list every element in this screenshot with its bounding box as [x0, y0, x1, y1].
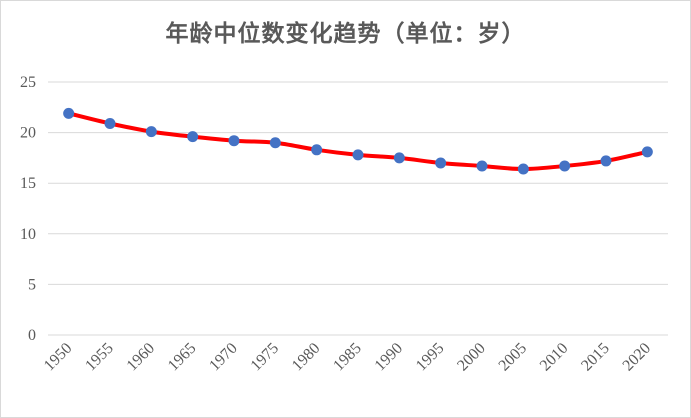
y-tick-label: 25 [20, 74, 36, 91]
data-point-1950 [63, 107, 75, 119]
x-tick-label: 2010 [537, 340, 572, 375]
data-point-1975 [269, 137, 281, 149]
x-tick-label: 1970 [206, 340, 241, 375]
gridlines [48, 81, 668, 336]
y-tick-label: 15 [20, 175, 36, 192]
y-tick-label: 0 [28, 327, 36, 344]
data-point-1960 [145, 126, 157, 138]
data-point-1965 [187, 131, 199, 143]
x-tick-label: 2020 [620, 340, 655, 375]
data-point-2010 [559, 160, 571, 172]
x-tick-label: 2005 [496, 340, 531, 375]
data-point-1970 [228, 135, 240, 147]
x-tick-label: 1985 [330, 340, 365, 375]
data-point-2000 [476, 160, 488, 172]
data-point-1985 [352, 149, 364, 161]
data-point-1995 [435, 157, 447, 169]
x-tick-label: 2015 [578, 340, 613, 375]
y-tick-label: 5 [28, 276, 36, 293]
x-axis-tick-labels: 1950 1955 1960 1965 1970 1975 1980 1985 1990 1995… [41, 340, 654, 375]
x-tick-label: 2000 [454, 340, 489, 375]
x-tick-label: 1995 [413, 340, 448, 375]
x-tick-label: 1980 [289, 340, 324, 375]
x-tick-label: 1960 [124, 340, 159, 375]
x-tick-label: 1955 [82, 340, 117, 375]
data-point-1955 [104, 117, 116, 129]
x-tick-label: 1975 [248, 340, 283, 375]
y-axis-tick-labels: 0 5 10 15 20 25 [20, 74, 36, 344]
data-point-2005 [517, 163, 529, 175]
chart-title: 年龄中位数变化趋势（单位：岁） [165, 20, 526, 47]
data-point-2020 [641, 146, 653, 158]
y-tick-label: 20 [20, 125, 36, 142]
y-tick-label: 10 [20, 226, 36, 243]
data-point-1980 [311, 144, 323, 156]
data-point-1990 [393, 152, 405, 164]
x-tick-label: 1990 [372, 340, 407, 375]
data-points [63, 107, 653, 175]
data-point-2015 [600, 155, 612, 167]
x-tick-label: 1950 [41, 340, 76, 375]
series-line [66, 111, 650, 172]
x-tick-label: 1965 [165, 340, 200, 375]
